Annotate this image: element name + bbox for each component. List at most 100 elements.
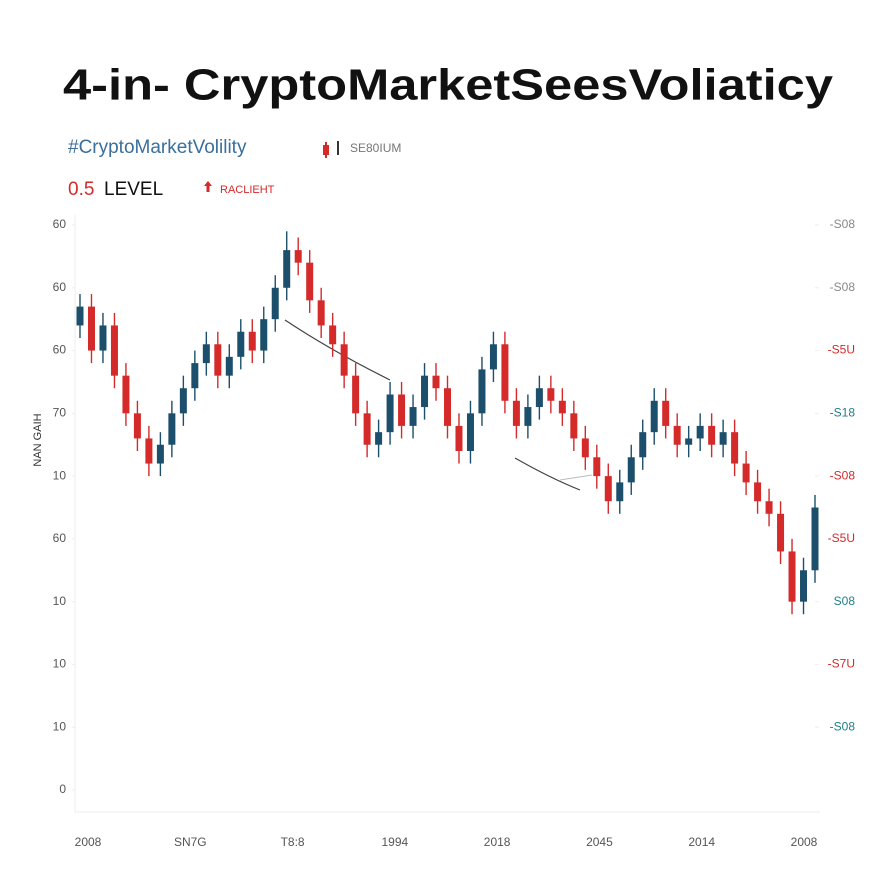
- candle-body: [673, 425, 681, 445]
- y-tick-label: 70: [53, 406, 67, 420]
- y-tick-label: 10: [53, 719, 67, 733]
- candle-body: [110, 325, 118, 376]
- y-tick-label: 10: [53, 468, 67, 482]
- candle-body: [811, 507, 819, 571]
- y-tick-label: 10: [53, 594, 67, 608]
- candle-body: [570, 413, 578, 439]
- candle-body: [191, 363, 199, 389]
- candle-body: [352, 375, 360, 414]
- candle-body: [478, 369, 486, 414]
- y2-tick-label: -S5U: [828, 343, 855, 357]
- candle-body: [306, 262, 314, 301]
- candle-body: [685, 438, 693, 445]
- y2-tick-label: -S18: [830, 406, 856, 420]
- candle-body: [421, 375, 429, 408]
- x-tick-label: 2008: [791, 835, 818, 849]
- y2-tick-label: -S5U: [828, 531, 855, 545]
- candle-body: [604, 476, 612, 502]
- y2-tick-label: S08: [834, 594, 856, 608]
- candle-body: [501, 344, 509, 401]
- candle-body: [627, 457, 635, 483]
- y-tick-label: 60: [53, 280, 67, 294]
- candle-body: [558, 400, 566, 414]
- candle-body: [524, 407, 532, 426]
- candle-body: [329, 325, 337, 345]
- candle-body: [788, 551, 796, 602]
- candle-body: [214, 344, 222, 376]
- candle-body: [398, 394, 406, 426]
- x-tick-label: 2014: [688, 835, 715, 849]
- candle-body: [340, 344, 348, 376]
- candle-body: [432, 375, 440, 389]
- y-axis-label: NAN GAIH: [32, 413, 44, 466]
- candle-body: [87, 306, 95, 351]
- y-tick-label: 0: [59, 782, 66, 796]
- candle-body: [547, 388, 555, 401]
- subtitle: #CryptoMarketVolility: [68, 137, 247, 158]
- candle-body: [719, 432, 727, 445]
- candle-body: [593, 457, 601, 477]
- candle-body: [76, 306, 84, 326]
- candle-body: [99, 325, 107, 351]
- legend-icon: [323, 141, 339, 158]
- level-text: LEVEL: [104, 179, 163, 200]
- x-tick-label: T8:8: [281, 835, 305, 849]
- candle-body: [260, 319, 268, 351]
- trend-line: [559, 474, 593, 481]
- candle-body: [489, 344, 497, 370]
- x-tick-label: 2045: [586, 835, 613, 849]
- candle-body: [455, 425, 463, 451]
- trend-line: [284, 319, 391, 381]
- candle-body: [179, 388, 187, 414]
- candle-body: [444, 388, 451, 426]
- candle-body: [581, 438, 589, 458]
- candle-body: [754, 482, 762, 502]
- y2-tick-label: -S08: [830, 280, 856, 294]
- candle-body: [708, 425, 716, 445]
- y-tick-label: 60: [53, 217, 67, 231]
- candle-body: [156, 444, 164, 464]
- x-tick-label: 2008: [75, 835, 102, 849]
- candle-body: [616, 482, 624, 502]
- candle-body: [409, 407, 417, 426]
- candle-body: [122, 375, 130, 414]
- y2-tick-label: -S08: [830, 719, 856, 733]
- candle-body: [145, 438, 153, 464]
- x-tick-label: 1994: [382, 835, 409, 849]
- y-tick-label: 60: [53, 531, 67, 545]
- candle-body: [662, 400, 670, 426]
- candle-body: [202, 344, 210, 364]
- candle-body: [639, 432, 647, 458]
- candle-body: [777, 513, 785, 552]
- candle-body: [375, 432, 383, 445]
- candle-body: [800, 570, 808, 602]
- y2-tick-label: -S7U: [828, 657, 855, 671]
- subtitle-note: SE80IUM: [350, 141, 401, 155]
- candle-body: [512, 400, 520, 426]
- candle-body: [237, 331, 245, 357]
- candle-body: [742, 463, 750, 483]
- candle-body: [248, 331, 256, 351]
- candle-body: [696, 425, 704, 439]
- candle-body: [294, 250, 302, 263]
- candle-body: [317, 300, 325, 326]
- candle-body: [535, 388, 543, 408]
- level-value: 0.5: [68, 179, 94, 200]
- candle-body: [731, 432, 739, 464]
- y-tick-label: 60: [53, 343, 67, 357]
- candle-body: [225, 356, 233, 376]
- x-tick-label: SN7G: [174, 835, 207, 849]
- candle-body: [650, 400, 658, 433]
- y2-tick-label: -S08: [830, 217, 856, 231]
- chart-title: 4-in- CryptoMarketSeesVoliaticy: [63, 61, 834, 110]
- candle-body: [765, 501, 773, 514]
- y-tick-label: 10: [53, 657, 67, 671]
- x-tick-label: 2018: [484, 835, 511, 849]
- level-note: RACLIEHT: [220, 184, 275, 196]
- candle-body: [283, 250, 291, 288]
- level-icon: [204, 181, 212, 192]
- y2-tick-label: -S08: [830, 468, 856, 482]
- candle-body: [271, 287, 279, 320]
- candle-body: [386, 394, 394, 433]
